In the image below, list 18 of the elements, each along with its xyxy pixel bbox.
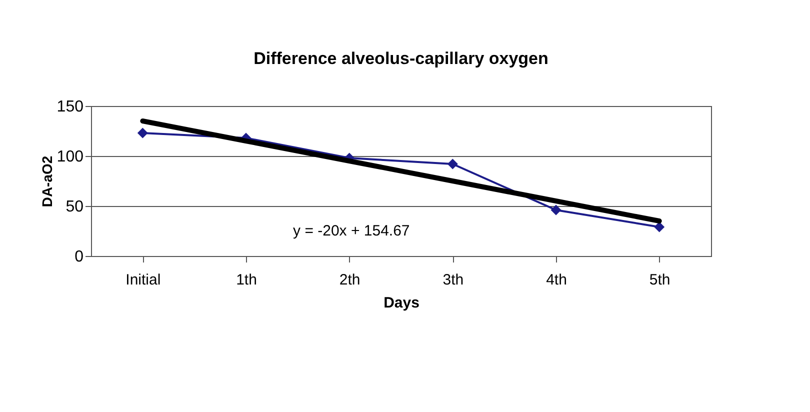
point <box>654 222 665 232</box>
y-axis-title: DA-aO2 <box>38 156 55 208</box>
point <box>137 128 148 138</box>
point <box>550 204 562 216</box>
chart-title: Difference alveolus-capillary oxygen <box>254 49 548 68</box>
annotation: y = -20x + 154.67 <box>293 222 410 240</box>
y-tick-label: 150 <box>56 98 84 116</box>
x-tick-label: 3th <box>442 272 464 288</box>
y-tick-label: 100 <box>56 148 84 166</box>
x-tick-label: 1th <box>236 272 257 288</box>
y-tick-label: 0 <box>74 248 84 266</box>
x-tick-label: Initial <box>126 272 161 288</box>
x-tick-label: 2th <box>339 272 360 288</box>
x-tick-label: 4th <box>546 272 567 288</box>
y-tick-label: 50 <box>66 198 84 216</box>
x-axis-title: Days <box>384 294 420 312</box>
point <box>447 158 458 170</box>
x-tick-label: 5th <box>649 272 670 288</box>
